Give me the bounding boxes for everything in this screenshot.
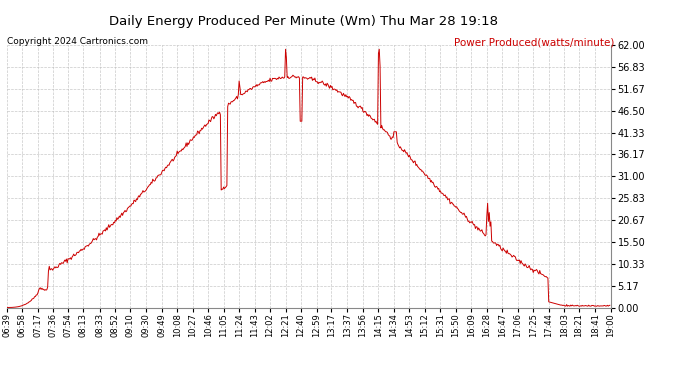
Text: Power Produced(watts/minute): Power Produced(watts/minute) (454, 38, 614, 48)
Text: Daily Energy Produced Per Minute (Wm) Thu Mar 28 19:18: Daily Energy Produced Per Minute (Wm) Th… (109, 15, 498, 28)
Text: Copyright 2024 Cartronics.com: Copyright 2024 Cartronics.com (7, 38, 148, 46)
